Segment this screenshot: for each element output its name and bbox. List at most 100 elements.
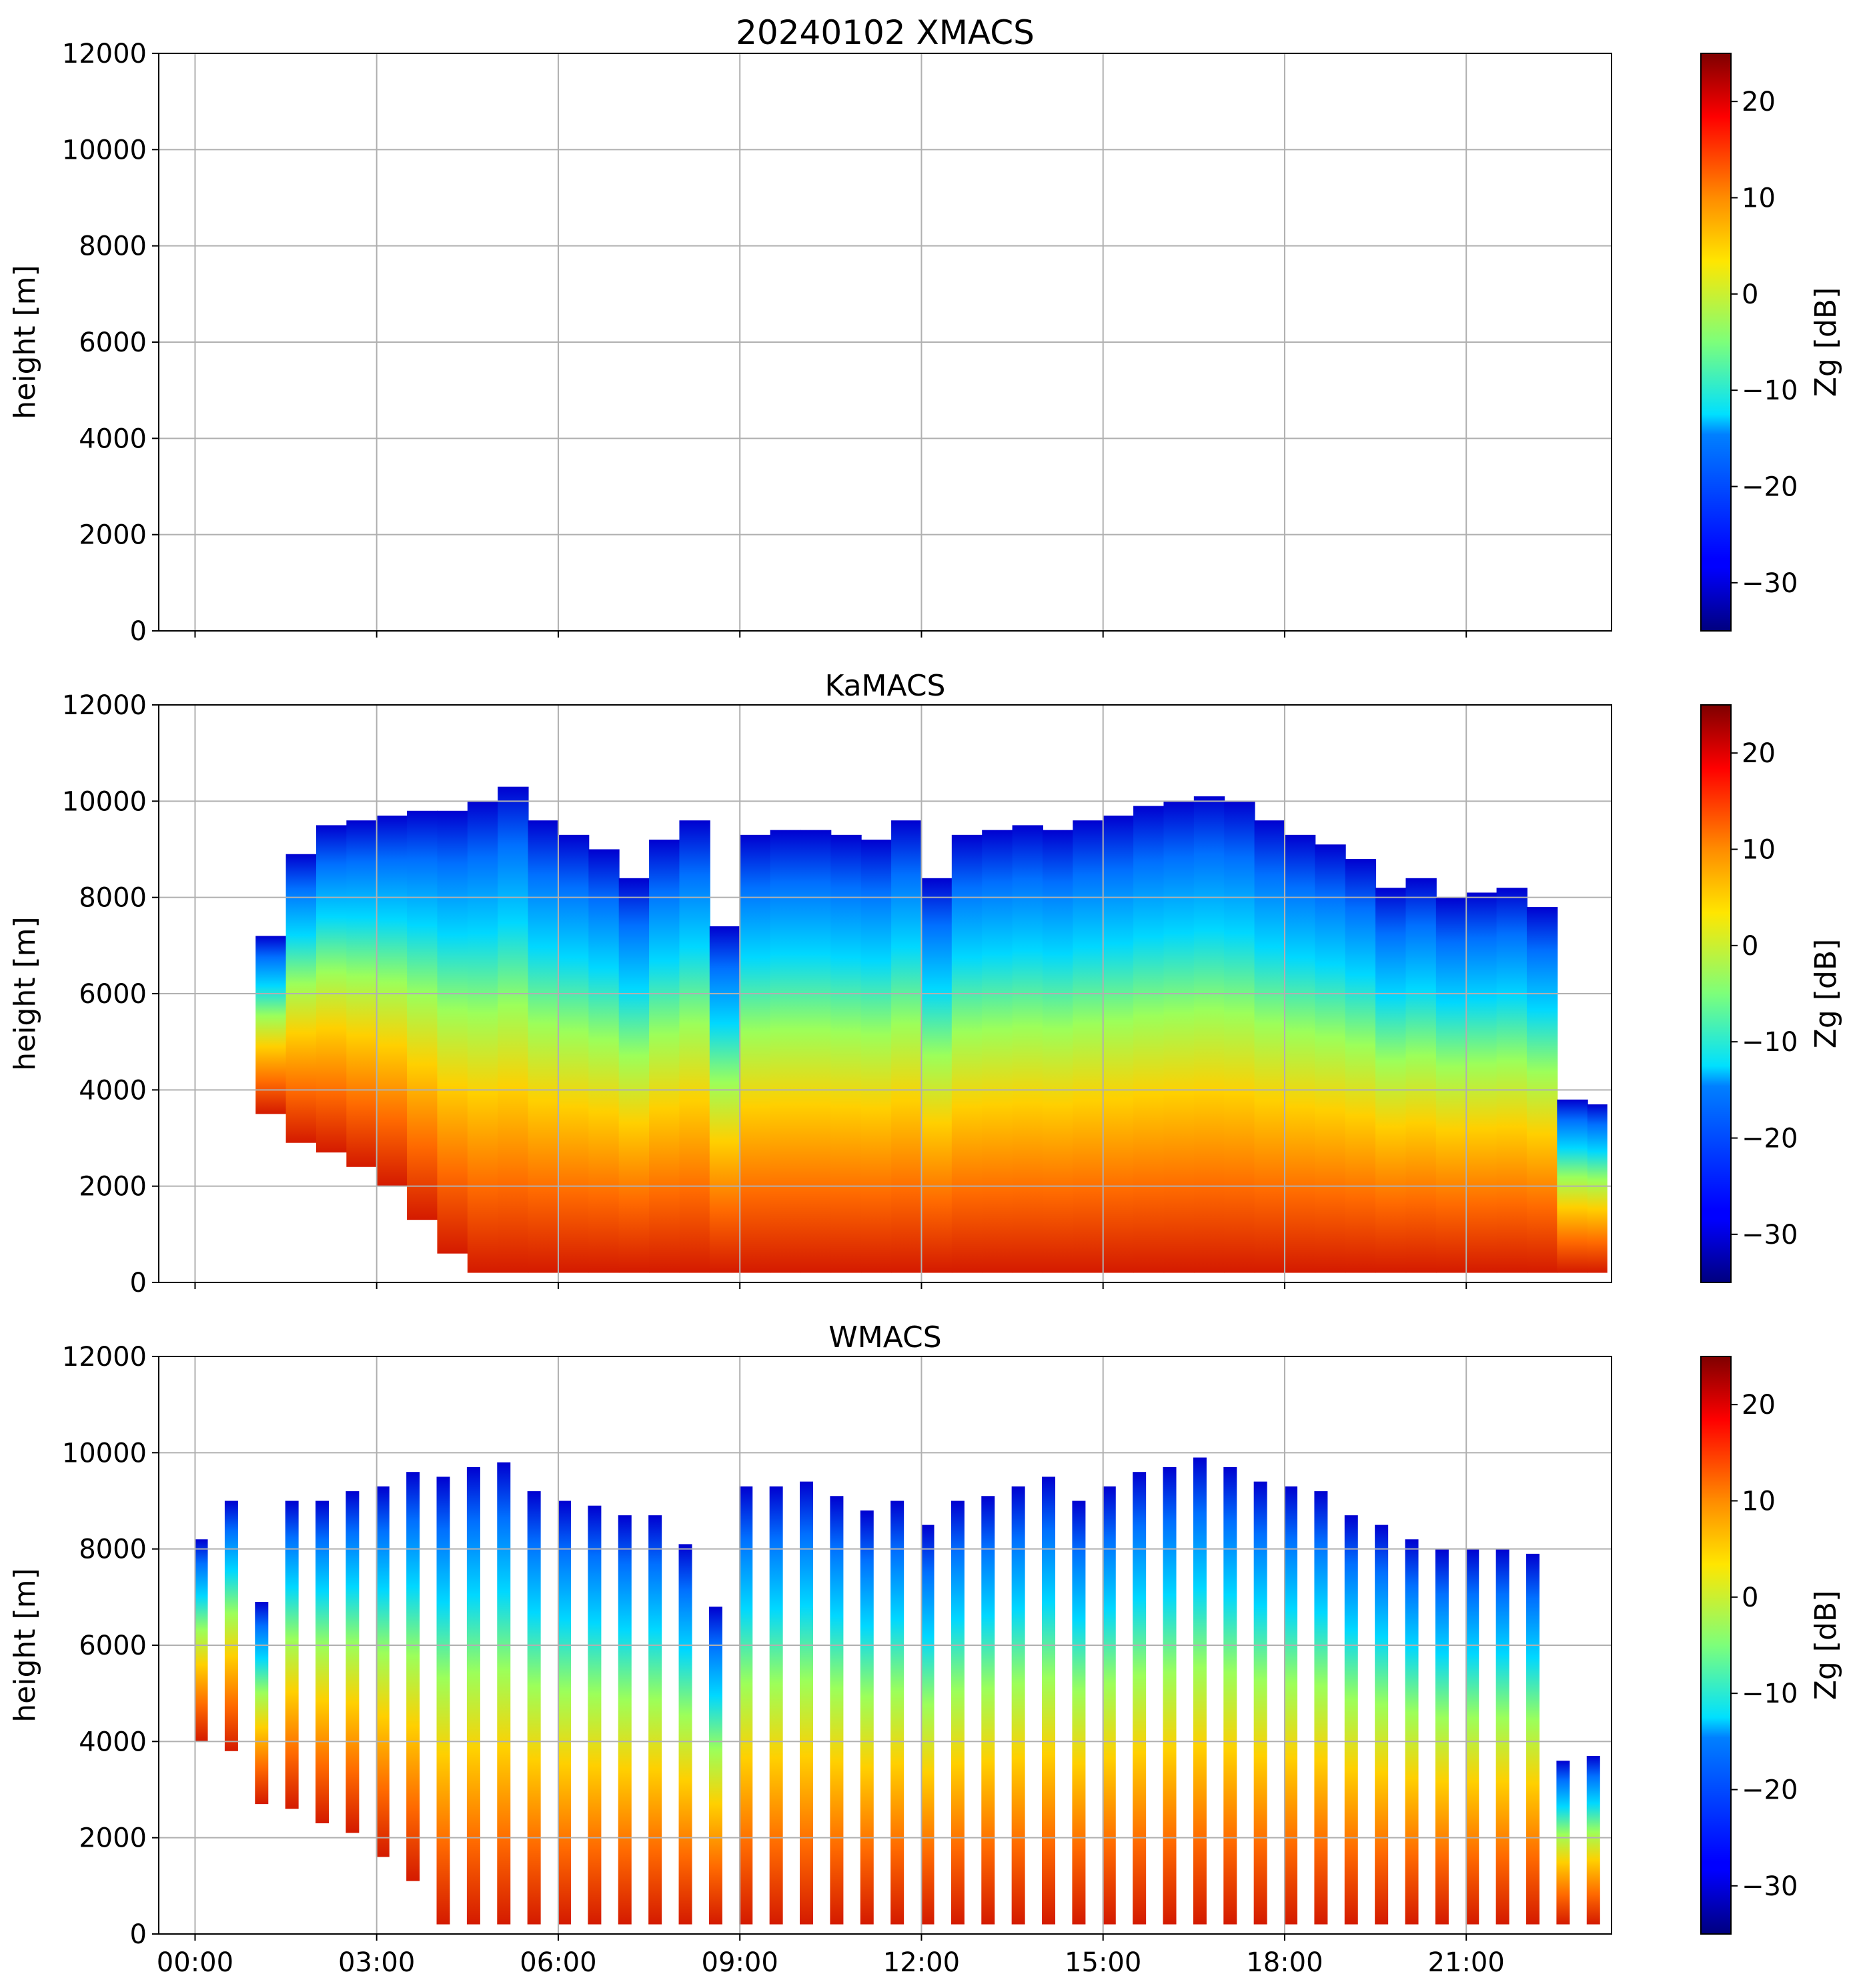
echo-column [255, 1602, 269, 1805]
ylabel: height [m] [8, 916, 42, 1070]
ytick-label: 12000 [62, 39, 147, 69]
echo-column [678, 1544, 692, 1925]
panel-0: 0 2000 4000 6000 8000 10000 12000 20240102 XMAC… [8, 13, 1843, 647]
echo-column [679, 820, 710, 1273]
ytick-label: 6000 [79, 1631, 147, 1661]
echo-column [1042, 830, 1074, 1273]
ytick-label: 10000 [62, 1438, 147, 1468]
echo-column [1587, 1104, 1608, 1273]
echo-column [1495, 1549, 1509, 1925]
echo-column [951, 1501, 965, 1925]
ytick-label: 6000 [79, 979, 147, 1010]
echo-column [558, 1501, 572, 1925]
echo-column [618, 878, 650, 1273]
echo-column [740, 834, 771, 1273]
echo-column [1103, 815, 1135, 1273]
colorbar-label: Zg [dB] [1809, 287, 1843, 397]
echo-column [224, 1501, 238, 1751]
colorbar-tick-label: −10 [1742, 1679, 1798, 1709]
colorbar-tick-label: 10 [1742, 183, 1776, 214]
echo-column [891, 820, 922, 1273]
echo-column [466, 1466, 480, 1925]
echo-column [1042, 1476, 1056, 1925]
ylabel: height [m] [8, 1568, 42, 1722]
echo-column [1435, 897, 1467, 1273]
echo-column [1223, 1466, 1237, 1925]
axes-frame [158, 53, 1612, 632]
colorbar-tick-label: −30 [1742, 1220, 1798, 1250]
echo-column [316, 825, 348, 1153]
colorbar-tick-label: 20 [1742, 87, 1776, 117]
ytick-label: 12000 [62, 690, 147, 721]
echo-column [1254, 820, 1285, 1273]
echo-column [649, 840, 680, 1273]
echo-column [1526, 1553, 1540, 1925]
xtick-label: 06:00 [520, 1947, 596, 1978]
xtick-label: 21:00 [1428, 1947, 1505, 1978]
colorbar-tick-label: 0 [1742, 279, 1758, 310]
ytick-label: 8000 [79, 883, 147, 914]
colorbar [1700, 1356, 1732, 1935]
echo-column [1163, 801, 1195, 1273]
colorbar-tick-label: 20 [1742, 1390, 1776, 1420]
echo-column [1012, 825, 1043, 1273]
echo-column [1586, 1755, 1600, 1925]
echo-column [1224, 801, 1255, 1273]
colorbar-tick-label: 10 [1742, 835, 1776, 866]
echo-column [406, 1472, 420, 1881]
echo-column [830, 834, 862, 1273]
echo-column [920, 1525, 935, 1925]
axes-frame [158, 704, 1612, 1283]
echo-column [709, 926, 741, 1273]
ytick-label: 10000 [62, 135, 147, 165]
echo-column [498, 786, 529, 1273]
echo-column [436, 1476, 450, 1925]
echo-column [769, 1486, 783, 1925]
panel-title: KaMACS [825, 669, 946, 703]
echo-column [982, 830, 1013, 1273]
echo-column [1405, 878, 1437, 1273]
echo-column [285, 1501, 299, 1809]
echo-column [951, 834, 983, 1273]
echo-column [1133, 806, 1165, 1273]
echo-column [1375, 888, 1407, 1273]
echo-column [376, 1486, 390, 1857]
echo-column [588, 1505, 602, 1925]
ytick-label: 2000 [79, 1823, 147, 1854]
echo-column [1133, 1472, 1147, 1925]
ytick-label: 8000 [79, 1535, 147, 1565]
colorbar-tick-label: −20 [1742, 472, 1798, 503]
echo-column [194, 1539, 208, 1742]
echo-column [1102, 1486, 1116, 1925]
xtick-label: 12:00 [883, 1947, 960, 1978]
echo-column [528, 820, 559, 1273]
colorbar-label: Zg [dB] [1809, 1591, 1843, 1701]
colorbar [1700, 53, 1732, 632]
ytick-label: 8000 [79, 231, 147, 262]
echo-column [255, 936, 287, 1114]
colorbar-tick-label: −20 [1742, 1775, 1798, 1806]
echo-column [618, 1515, 632, 1925]
colorbar-tick-label: −10 [1742, 1027, 1798, 1058]
echo-column [1465, 1549, 1479, 1925]
echo-column [1253, 1481, 1267, 1925]
echo-column [800, 1481, 814, 1925]
xtick-label: 00:00 [157, 1947, 233, 1978]
echo-column [708, 1607, 722, 1925]
echo-column [497, 1462, 511, 1925]
ytick-label: 10000 [62, 786, 147, 817]
ylabel: height [m] [8, 265, 42, 419]
axes-frame [158, 1356, 1612, 1935]
echo-column [467, 801, 499, 1273]
ytick-label: 4000 [79, 1727, 147, 1757]
echo-column [558, 834, 590, 1273]
panel-2: 0 2000 4000 6000 8000 10000 12000 00:00 03:00 06:… [8, 1320, 1843, 1978]
echo-column [1072, 1501, 1086, 1925]
echo-column [770, 830, 801, 1273]
ytick-label: 0 [130, 1268, 147, 1298]
echo-column [285, 854, 317, 1143]
echo-column [316, 1501, 330, 1824]
echo-column [346, 1491, 360, 1833]
colorbar-tick-label: −30 [1742, 1871, 1798, 1902]
